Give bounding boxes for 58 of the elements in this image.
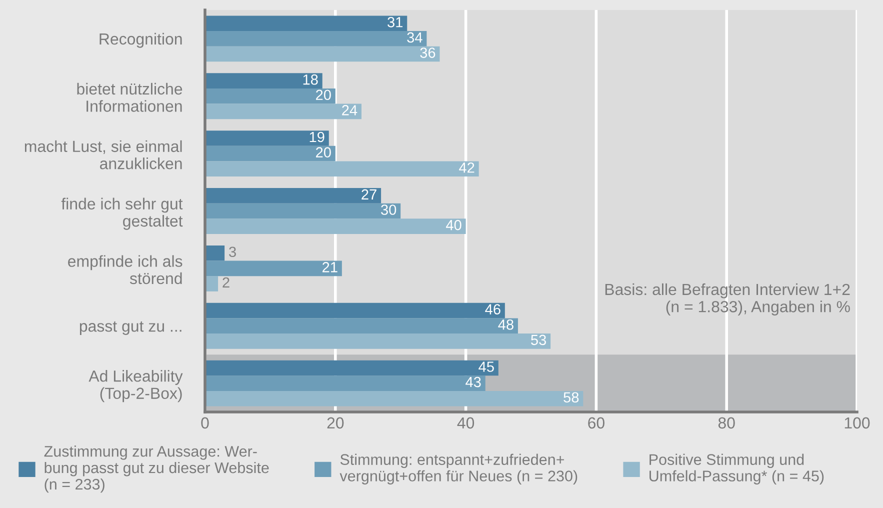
x-tick-label: 40	[457, 417, 474, 429]
y-tick-label: Recognition	[100, 32, 182, 48]
bar	[205, 318, 518, 334]
bar	[205, 218, 466, 234]
x-tick-label: 20	[327, 417, 344, 429]
data-label: 27	[362, 189, 376, 200]
x-tick-label: 80	[718, 417, 735, 429]
data-label: 42	[459, 162, 474, 173]
bar	[205, 31, 427, 46]
data-label: 19	[310, 132, 324, 142]
x-tick-label: 0	[201, 417, 209, 429]
data-label: 24	[342, 105, 358, 116]
data-label: 45	[478, 362, 494, 372]
bar	[205, 203, 401, 219]
y-tick-label: bietet nützliche Informationen	[77, 82, 182, 112]
bar	[205, 73, 322, 88]
bar	[205, 376, 486, 391]
bar	[205, 16, 408, 32]
bar	[205, 260, 342, 276]
data-label: 48	[498, 319, 514, 330]
data-label: 31	[388, 16, 402, 28]
data-label: 30	[381, 204, 396, 215]
bar	[205, 390, 584, 406]
data-label: 21	[322, 262, 338, 272]
data-label: 3	[229, 246, 236, 258]
bar	[205, 46, 440, 62]
bar	[205, 130, 329, 146]
data-label: 34	[407, 32, 422, 43]
data-label: 46	[485, 304, 500, 314]
x-tick-label: 100	[844, 417, 870, 429]
y-tick-label: finde ich sehr gut gestaltet	[61, 198, 183, 230]
data-label: 36	[420, 48, 436, 58]
data-label: 40	[446, 220, 462, 230]
data-label: 43	[466, 376, 481, 388]
bar	[205, 245, 225, 261]
bar	[205, 161, 479, 177]
data-label: 2	[222, 277, 230, 288]
bar	[205, 104, 362, 120]
legend-label: Stimmung: entspannt+zufrieden+ vergnügt+offen für Neues (n = 230)	[340, 454, 578, 484]
bar	[205, 334, 551, 349]
data-label: 53	[531, 334, 546, 346]
y-tick-label: macht Lust, sie einmal anzuklicken	[24, 140, 182, 170]
legend-label: Positive Stimmung und Umfeld-Passung* (n = 45)	[650, 454, 824, 484]
x-tick-label: 60	[588, 417, 604, 429]
bar	[205, 360, 498, 376]
data-label: 58	[564, 392, 579, 403]
data-label: 18	[303, 74, 318, 85]
bar	[205, 188, 382, 204]
y-tick-label: Ad Likeability (Top-2-Box)	[88, 370, 183, 402]
bar	[205, 88, 336, 104]
data-label: 20	[316, 90, 331, 100]
y-tick-label: empfinde ich als störend	[68, 255, 182, 284]
bar	[205, 146, 336, 162]
y-tick-label: passt gut zu ...	[80, 321, 182, 335]
annotation: Basis: alle Befragten Interview 1+2 (n = 1.833), Angaben in %	[605, 283, 850, 316]
legend-label: Zustimmung zur Aussage: Wer- bung passt gut zu dieser Website (n = 233)	[44, 446, 269, 493]
bar	[205, 302, 505, 318]
data-label: 20	[316, 147, 331, 158]
